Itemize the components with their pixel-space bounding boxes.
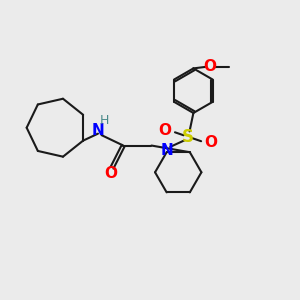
Text: N: N bbox=[92, 123, 104, 138]
Text: O: O bbox=[203, 59, 216, 74]
Text: O: O bbox=[204, 135, 218, 150]
Text: N: N bbox=[160, 143, 173, 158]
Text: S: S bbox=[182, 128, 194, 146]
Text: O: O bbox=[104, 166, 117, 181]
Text: O: O bbox=[159, 123, 172, 138]
Text: H: H bbox=[100, 114, 109, 127]
